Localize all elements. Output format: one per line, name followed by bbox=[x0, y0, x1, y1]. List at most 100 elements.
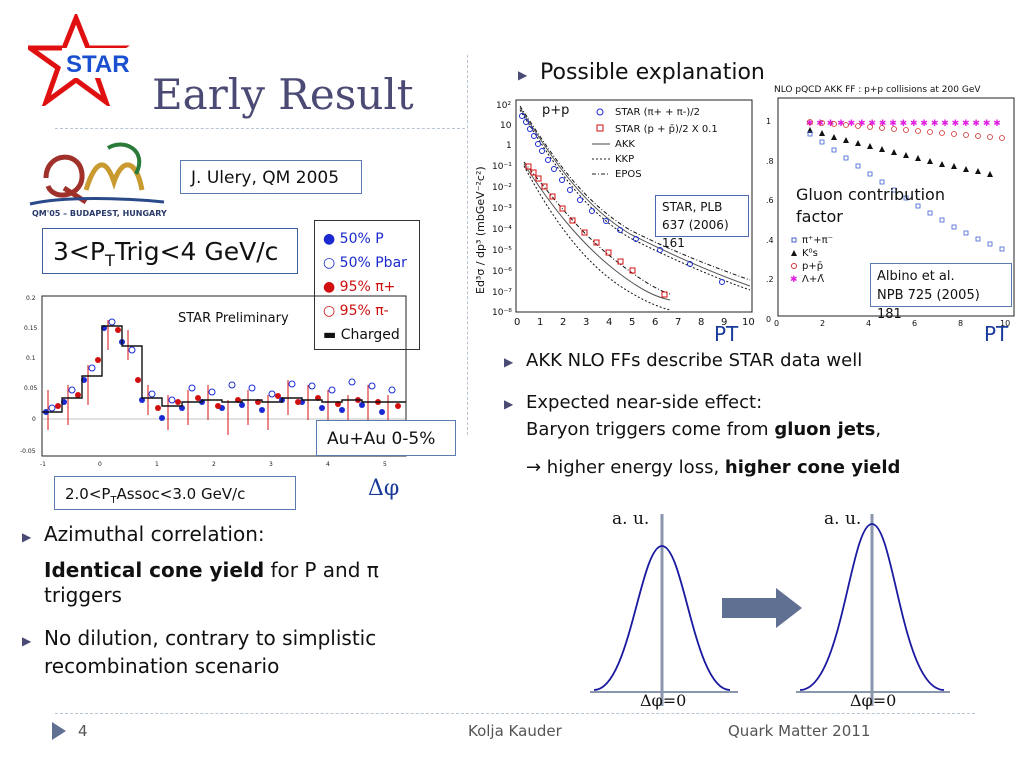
qm-logo: QM'05 – BUDAPEST, HUNGARY bbox=[29, 142, 167, 218]
spectrum-xtick: 7 bbox=[675, 317, 681, 328]
legend-text: 95% π- bbox=[339, 303, 389, 319]
star-preliminary-label: STAR Preliminary bbox=[178, 311, 289, 326]
star-logo-text: STAR bbox=[66, 51, 130, 78]
footer-author: Kolja Kauder bbox=[468, 722, 562, 740]
slide-title: Early Result bbox=[152, 70, 414, 119]
spectrum-ytick: 10⁻⁶ bbox=[492, 267, 512, 277]
right-bullet-1: ▶ AKK NLO FFs describe STAR data well bbox=[504, 348, 862, 375]
spectrum-ytick: 10⁻⁴ bbox=[492, 225, 512, 235]
legend-marker: ○ bbox=[323, 255, 336, 271]
spectrum-ytick: 10⁻¹ bbox=[492, 162, 512, 172]
bullet-text: Azimuthal correlation: bbox=[44, 522, 265, 546]
gluon-xlabel: PT bbox=[984, 322, 1008, 346]
spectrum-ytick: 10⁻⁷ bbox=[492, 288, 512, 298]
spectrum-proton-points bbox=[525, 163, 668, 298]
corr-xtick: 0 bbox=[98, 461, 102, 468]
legend-item: ○ 50% Pbar bbox=[323, 251, 411, 275]
legend-marker: ▬ bbox=[323, 327, 337, 343]
trigger-pt-suffix: Trig<4 GeV/c bbox=[114, 237, 279, 266]
particle-legend: ● 50% P ○ 50% Pbar ● 95% π+ ○ 95% π- ▬ C… bbox=[314, 220, 420, 350]
spectrum-legend-item: EPOS bbox=[615, 169, 642, 180]
bullet-arrow-icon: ▶ bbox=[22, 530, 32, 544]
gluon-xticks: 0 2 4 6 8 10 bbox=[774, 319, 1010, 328]
footer-arrow-icon bbox=[52, 722, 66, 740]
spectrum-ytick: 10⁻⁸ bbox=[492, 308, 512, 318]
left-bullet-2: ▶ No dilution, contrary to simplistic rec… bbox=[22, 626, 462, 679]
corr-xtick: 3 bbox=[269, 461, 273, 468]
bullet-text: recombination scenario bbox=[44, 654, 280, 678]
corr-xtick: -1 bbox=[40, 461, 46, 468]
gauss-right-xlabel: Δφ=0 bbox=[850, 691, 896, 710]
gluon-xtick: 0 bbox=[774, 319, 779, 328]
bullet-text: , bbox=[875, 419, 882, 440]
corr-xtick: 5 bbox=[383, 461, 387, 468]
corr-xtick: 2 bbox=[212, 461, 216, 468]
legend-marker: ● bbox=[323, 279, 336, 295]
gluon-ytick: .2 bbox=[766, 275, 774, 284]
title-divider bbox=[55, 128, 465, 129]
gauss-left-ylabel: a. u. bbox=[612, 509, 649, 529]
spectrum-xtick: 2 bbox=[560, 317, 566, 328]
bullet-arrow-icon: ▶ bbox=[504, 397, 514, 411]
right-bullet-2: ▶ Expected near-side effect: Baryon trigg… bbox=[504, 390, 1004, 481]
legend-item: ● 50% P bbox=[323, 227, 411, 251]
spectrum-legend-item: AKK bbox=[615, 139, 635, 150]
legend-marker: ● bbox=[323, 231, 336, 247]
star-reference-box: STAR, PLB 637 (2006) 161 bbox=[655, 195, 749, 250]
spectrum-xtick: 10 bbox=[742, 317, 755, 328]
corr-ytick: -0.05 bbox=[20, 448, 36, 455]
spectrum-xlabel: PT bbox=[714, 322, 738, 346]
gluon-ytick: 0 bbox=[766, 315, 771, 324]
gluon-xtick: 8 bbox=[958, 319, 963, 328]
gluon-xtick: 4 bbox=[866, 319, 871, 328]
legend-item: ▬ Charged bbox=[323, 323, 411, 347]
right-heading: ▶ Possible explanation bbox=[518, 60, 765, 88]
assoc-pt-suffix: Assoc<3.0 GeV/c bbox=[116, 485, 246, 503]
bullet-bold-text: gluon jets bbox=[774, 419, 876, 440]
svg-text:✱ ✱ ✱ ✱ ✱ ✱ ✱ ✱ ✱ ✱ ✱ ✱ ✱ ✱ ✱: ✱ ✱ ✱ ✱ ✱ ✱ ✱ ✱ ✱ ✱ ✱ ✱ ✱ ✱ ✱ ✱ ✱ ✱ ✱ bbox=[806, 119, 1001, 129]
spectrum-system-label: p+p bbox=[542, 103, 569, 118]
legend-text: 50% P bbox=[339, 231, 384, 247]
qm-logo-text: QM'05 – BUDAPEST, HUNGARY bbox=[32, 209, 167, 218]
spectrum-legend-item: STAR (π+ + π-)/2 bbox=[615, 107, 700, 118]
corr-ytick: 0.1 bbox=[26, 355, 36, 362]
spectrum-xtick: 9 bbox=[721, 317, 727, 328]
bullet-arrow-icon: ▶ bbox=[22, 634, 32, 648]
bullet-bold-text: Identical cone yield bbox=[44, 558, 265, 582]
correlation-plot: 0.2 0.15 0.1 0.05 0 -0.05 -1 0 1 2 3 4 5 bbox=[20, 295, 407, 468]
gluon-fraction-plot: NLO pQCD AKK FF : p+p collisions at 200 … bbox=[766, 85, 1015, 328]
spectrum-xtick: 8 bbox=[698, 317, 704, 328]
bullet-bold-text: higher cone yield bbox=[724, 457, 901, 478]
legend-item: ● 95% π+ bbox=[323, 275, 411, 299]
legend-marker: ○ bbox=[323, 303, 336, 319]
spectrum-xtick: 0 bbox=[514, 317, 520, 328]
gluon-xtick: 6 bbox=[912, 319, 917, 328]
spectrum-xtick: 5 bbox=[629, 317, 635, 328]
corr-ytick: 0.2 bbox=[26, 295, 36, 302]
star-logo: STAR bbox=[28, 14, 136, 106]
spectrum-yticks: 10² 10 1 10⁻¹ 10⁻² 10⁻³ 10⁻⁴ 10⁻⁵ 10⁻⁶ 1… bbox=[492, 101, 512, 318]
gluon-yticks: 1 .8 .6 .4 .2 0 bbox=[766, 117, 774, 324]
left-bullet-1: ▶ Azimuthal correlation: Identical cone y… bbox=[22, 522, 442, 608]
svg-text:✱: ✱ bbox=[790, 275, 798, 285]
bullet-text: → higher energy loss, bbox=[526, 457, 725, 478]
gluon-legend-item: K⁰s bbox=[802, 248, 818, 259]
gluon-ytick: .4 bbox=[766, 236, 774, 245]
corr-ytick: 0 bbox=[32, 416, 36, 423]
gauss-left-xlabel: Δφ=0 bbox=[640, 691, 686, 710]
bullet-text: triggers bbox=[44, 583, 122, 607]
spectrum-ytick: 10² bbox=[496, 101, 511, 111]
gluon-ytick: 1 bbox=[766, 117, 771, 126]
gluon-ytick: .8 bbox=[766, 157, 774, 166]
dphi-axis-label: Δφ bbox=[368, 476, 400, 501]
bullet-text: Expected near-side effect: bbox=[526, 392, 763, 413]
spectrum-ytick: 10 bbox=[500, 121, 512, 131]
legend-item: ○ 95% π- bbox=[323, 299, 411, 323]
correlation-xticks: -1 0 1 2 3 4 5 bbox=[40, 461, 387, 468]
gluon-xlabel-text: PT bbox=[984, 322, 1009, 346]
corr-xtick: 4 bbox=[326, 461, 330, 468]
spectrum-xtick: 1 bbox=[537, 317, 543, 328]
spectrum-legend-item: KKP bbox=[615, 154, 634, 165]
spectrum-pion-points bbox=[519, 113, 725, 285]
gluon-xtick: 10 bbox=[1000, 319, 1010, 328]
